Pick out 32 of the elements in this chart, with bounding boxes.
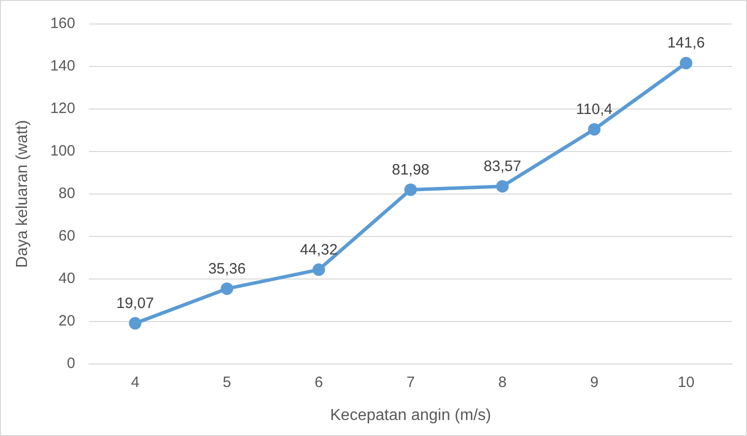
y-tick-label: 60: [58, 228, 76, 245]
y-tick-label: 160: [50, 15, 76, 32]
point: [680, 56, 692, 70]
data-label: 35,36: [208, 260, 246, 278]
point: [312, 263, 326, 276]
y-tick-label: 120: [50, 100, 76, 118]
x-axis-title: Kecepatan angin (m/s): [330, 406, 492, 424]
point: [588, 123, 601, 136]
y-tick-label: 140: [50, 58, 76, 75]
point: [404, 183, 417, 196]
x-tick-label: 8: [498, 374, 507, 391]
y-tick-label: 0: [66, 354, 76, 372]
x-tick-label: 9: [590, 374, 598, 391]
data-label: 141,6: [667, 34, 705, 52]
point: [128, 317, 142, 330]
data-label: 110,4: [576, 100, 612, 118]
x-tick-label: 10: [678, 374, 694, 391]
x-tick-label: 6: [314, 374, 323, 391]
y-tick-label: 100: [50, 142, 76, 160]
x-tick-label: 4: [130, 374, 140, 391]
y-tick-label: 80: [58, 185, 76, 202]
data-label: 44,32: [300, 241, 338, 258]
x-tick-label: 5: [222, 374, 232, 391]
data-label: 83,57: [484, 158, 522, 175]
data-label: 19,07: [116, 294, 154, 312]
x-tick-label: 7: [406, 374, 415, 391]
y-tick-label: 40: [58, 270, 76, 287]
y-axis-title: Daya keluaran (watt): [14, 120, 32, 268]
point: [220, 282, 234, 295]
data-label: 81,98: [392, 161, 430, 178]
y-tick-label: 20: [58, 312, 76, 330]
point: [496, 180, 509, 193]
